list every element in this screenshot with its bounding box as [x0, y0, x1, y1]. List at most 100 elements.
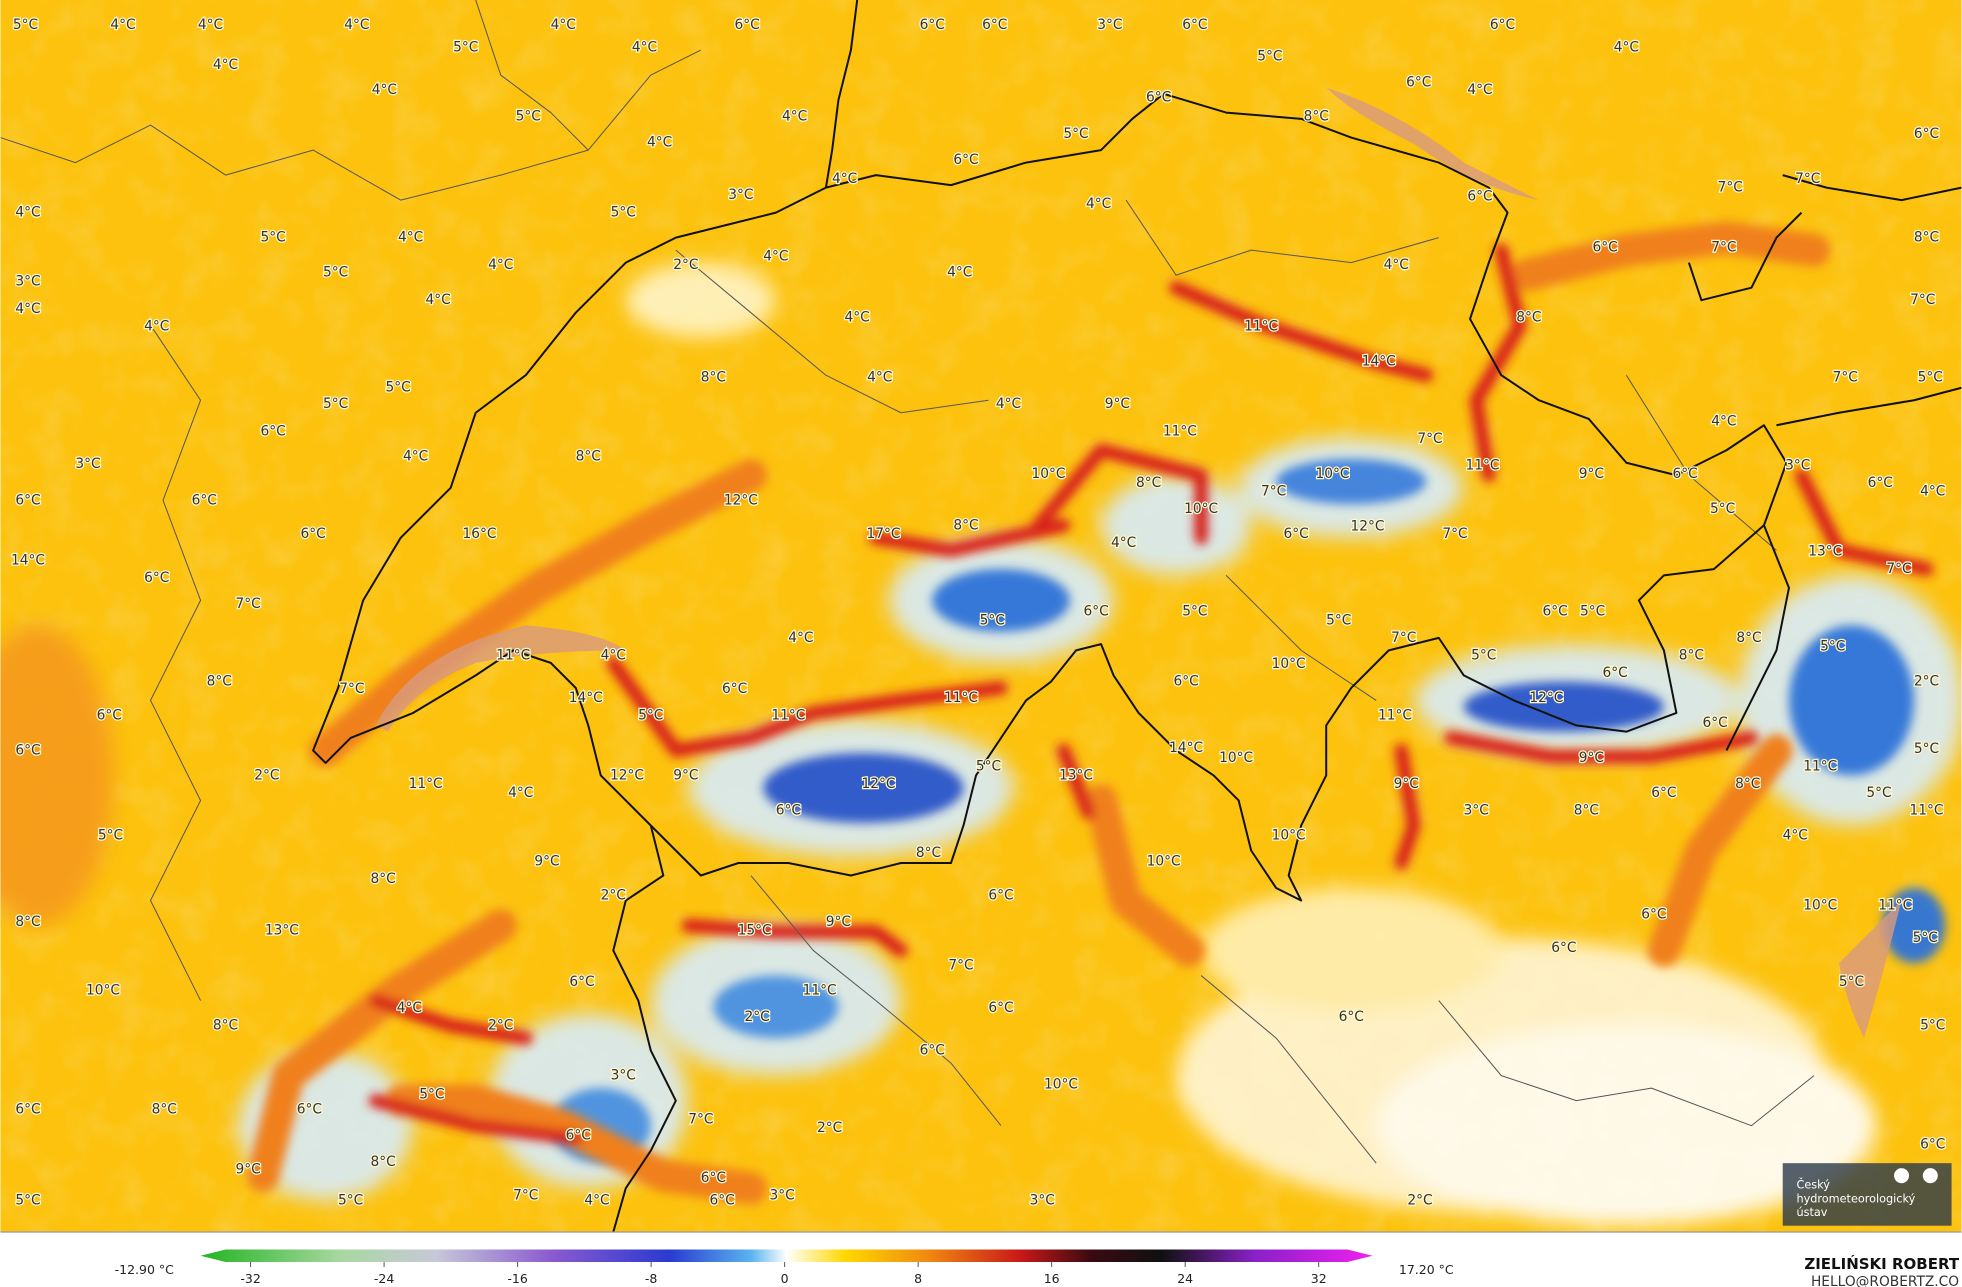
country-borders: [312, 0, 1962, 1232]
temperature-label: 5°C: [1580, 604, 1605, 620]
temperature-label: 8°C: [1735, 776, 1760, 792]
temperature-label: 9°C: [673, 767, 698, 783]
temperature-label: 13°C: [1059, 767, 1093, 783]
temperature-label: 4°C: [788, 630, 813, 646]
temperature-label: 11°C: [496, 647, 530, 663]
temperature-labels: 5°C 4°C 4°C 4°C 4°C 6°C 6°C 6°C 3°C 6°C 6°C 4°C 5°C 4…: [10, 16, 1947, 1210]
temperature-label: 10°C: [1315, 466, 1349, 482]
temperature-label: 8°C: [916, 845, 941, 861]
temperature-label: 6°C: [1673, 466, 1698, 482]
temperature-label: 5°C: [638, 707, 663, 723]
logo-mark: [1922, 1168, 1938, 1184]
temperature-label: 6°C: [1406, 75, 1431, 91]
logo-text: hydrometeorologický: [1796, 1192, 1915, 1205]
temperature-label: 7°C: [1833, 370, 1858, 386]
temperature-label: 8°C: [1679, 647, 1704, 663]
temperature-label: 10°C: [1803, 898, 1837, 914]
temperature-label: 6°C: [1284, 526, 1309, 542]
temperature-label: 7°C: [1711, 240, 1736, 256]
temperature-label: 4°C: [15, 301, 40, 317]
temperature-label: 11°C: [771, 707, 805, 723]
temperature-label: 7°C: [235, 596, 260, 612]
temperature-label: 6°C: [1467, 188, 1492, 204]
temperature-label: 8°C: [1736, 630, 1761, 646]
temperature-label: 10°C: [1184, 501, 1218, 517]
temperature-label: 3°C: [75, 456, 100, 472]
temperature-label: 5°C: [1913, 930, 1938, 946]
temperature-label: 7°C: [1417, 431, 1442, 447]
temperature-label: 2°C: [1914, 674, 1939, 690]
temperature-label: 4°C: [1111, 535, 1136, 551]
temperature-label: 4°C: [1086, 196, 1111, 212]
temperature-label: 12°C: [724, 492, 758, 508]
temperature-label: 9°C: [534, 854, 559, 870]
temperature-label: 6°C: [953, 152, 978, 168]
colorbar-tick-label: 8: [914, 1271, 922, 1286]
temperature-label: 4°C: [426, 292, 451, 308]
temperature-label: 4°C: [1920, 484, 1945, 500]
temperature-label: 11°C: [1244, 318, 1278, 334]
temperature-label: 12°C: [610, 767, 644, 783]
temperature-label: 4°C: [947, 265, 972, 281]
temperature-label: 8°C: [1574, 802, 1599, 818]
temperature-label: 4°C: [584, 1193, 609, 1209]
colorbar-tick-label: -16: [507, 1271, 527, 1286]
colorbar-tick-label: 16: [1044, 1271, 1060, 1286]
temperature-label: 14°C: [1362, 353, 1396, 369]
temperature-label: 5°C: [338, 1193, 363, 1209]
colorbar-tick-label: -24: [374, 1271, 394, 1286]
colorbar-tick-label: 32: [1311, 1271, 1327, 1286]
temperature-label: 10°C: [1147, 854, 1181, 870]
temperature-label: 6°C: [144, 570, 169, 586]
temperature-label: 6°C: [15, 492, 40, 508]
temperature-label: 6°C: [1551, 940, 1576, 956]
temperature-label: 15°C: [738, 923, 772, 939]
temperature-label: 5°C: [1866, 785, 1891, 801]
temperature-label: 6°C: [1490, 17, 1515, 33]
temperature-label: 2°C: [1407, 1193, 1432, 1209]
temperature-label: 5°C: [323, 396, 348, 412]
credit-contact: HELLO@ROBERTZ.CO: [1811, 1274, 1959, 1287]
temperature-label: 4°C: [110, 17, 135, 33]
temperature-label: 5°C: [1182, 604, 1207, 620]
temperature-label: 4°C: [1783, 827, 1808, 843]
temperature-label: 8°C: [152, 1101, 177, 1117]
temperature-label: 4°C: [1711, 413, 1736, 429]
temperature-label: 3°C: [1785, 457, 1810, 473]
temperature-label: 2°C: [745, 1009, 770, 1025]
temperature-label: 14°C: [1169, 740, 1203, 756]
temperature-label: 4°C: [996, 396, 1021, 412]
temperature-label: 5°C: [386, 380, 411, 396]
colorbar-tick-label: -32: [240, 1271, 260, 1286]
temperature-label: 4°C: [508, 785, 533, 801]
temperature-label: 8°C: [1304, 108, 1329, 124]
temperature-label: 9°C: [826, 914, 851, 930]
logo-text: Český: [1796, 1179, 1830, 1192]
temperature-label: 4°C: [867, 370, 892, 386]
temperature-label: 7°C: [513, 1188, 538, 1204]
temperature-label: 5°C: [260, 230, 285, 246]
temperature-label: 16°C: [462, 526, 496, 542]
temperature-label: 6°C: [192, 492, 217, 508]
temperature-label: 6°C: [300, 526, 325, 542]
temperature-label: 4°C: [1467, 82, 1492, 98]
temperature-label: 6°C: [1641, 906, 1666, 922]
temperature-label: 6°C: [297, 1101, 322, 1117]
temperature-label: 5°C: [1914, 741, 1939, 757]
temperature-label: 6°C: [920, 1043, 945, 1059]
temperature-label: 3°C: [1097, 17, 1122, 33]
temperature-label: 7°C: [1910, 292, 1935, 308]
temperature-label: 5°C: [1257, 48, 1282, 64]
temperature-label: 4°C: [832, 171, 857, 187]
temperature-label: 4°C: [344, 17, 369, 33]
temperature-label: 6°C: [709, 1193, 734, 1209]
temperature-label: 12°C: [1529, 690, 1563, 706]
temperature-label: 4°C: [403, 449, 428, 465]
temperature-label: 8°C: [953, 517, 978, 533]
temperature-label: 13°C: [1808, 544, 1842, 560]
temperature-label: 6°C: [569, 974, 594, 990]
temperature-label: 10°C: [86, 983, 120, 999]
temperature-label: 8°C: [1136, 475, 1161, 491]
